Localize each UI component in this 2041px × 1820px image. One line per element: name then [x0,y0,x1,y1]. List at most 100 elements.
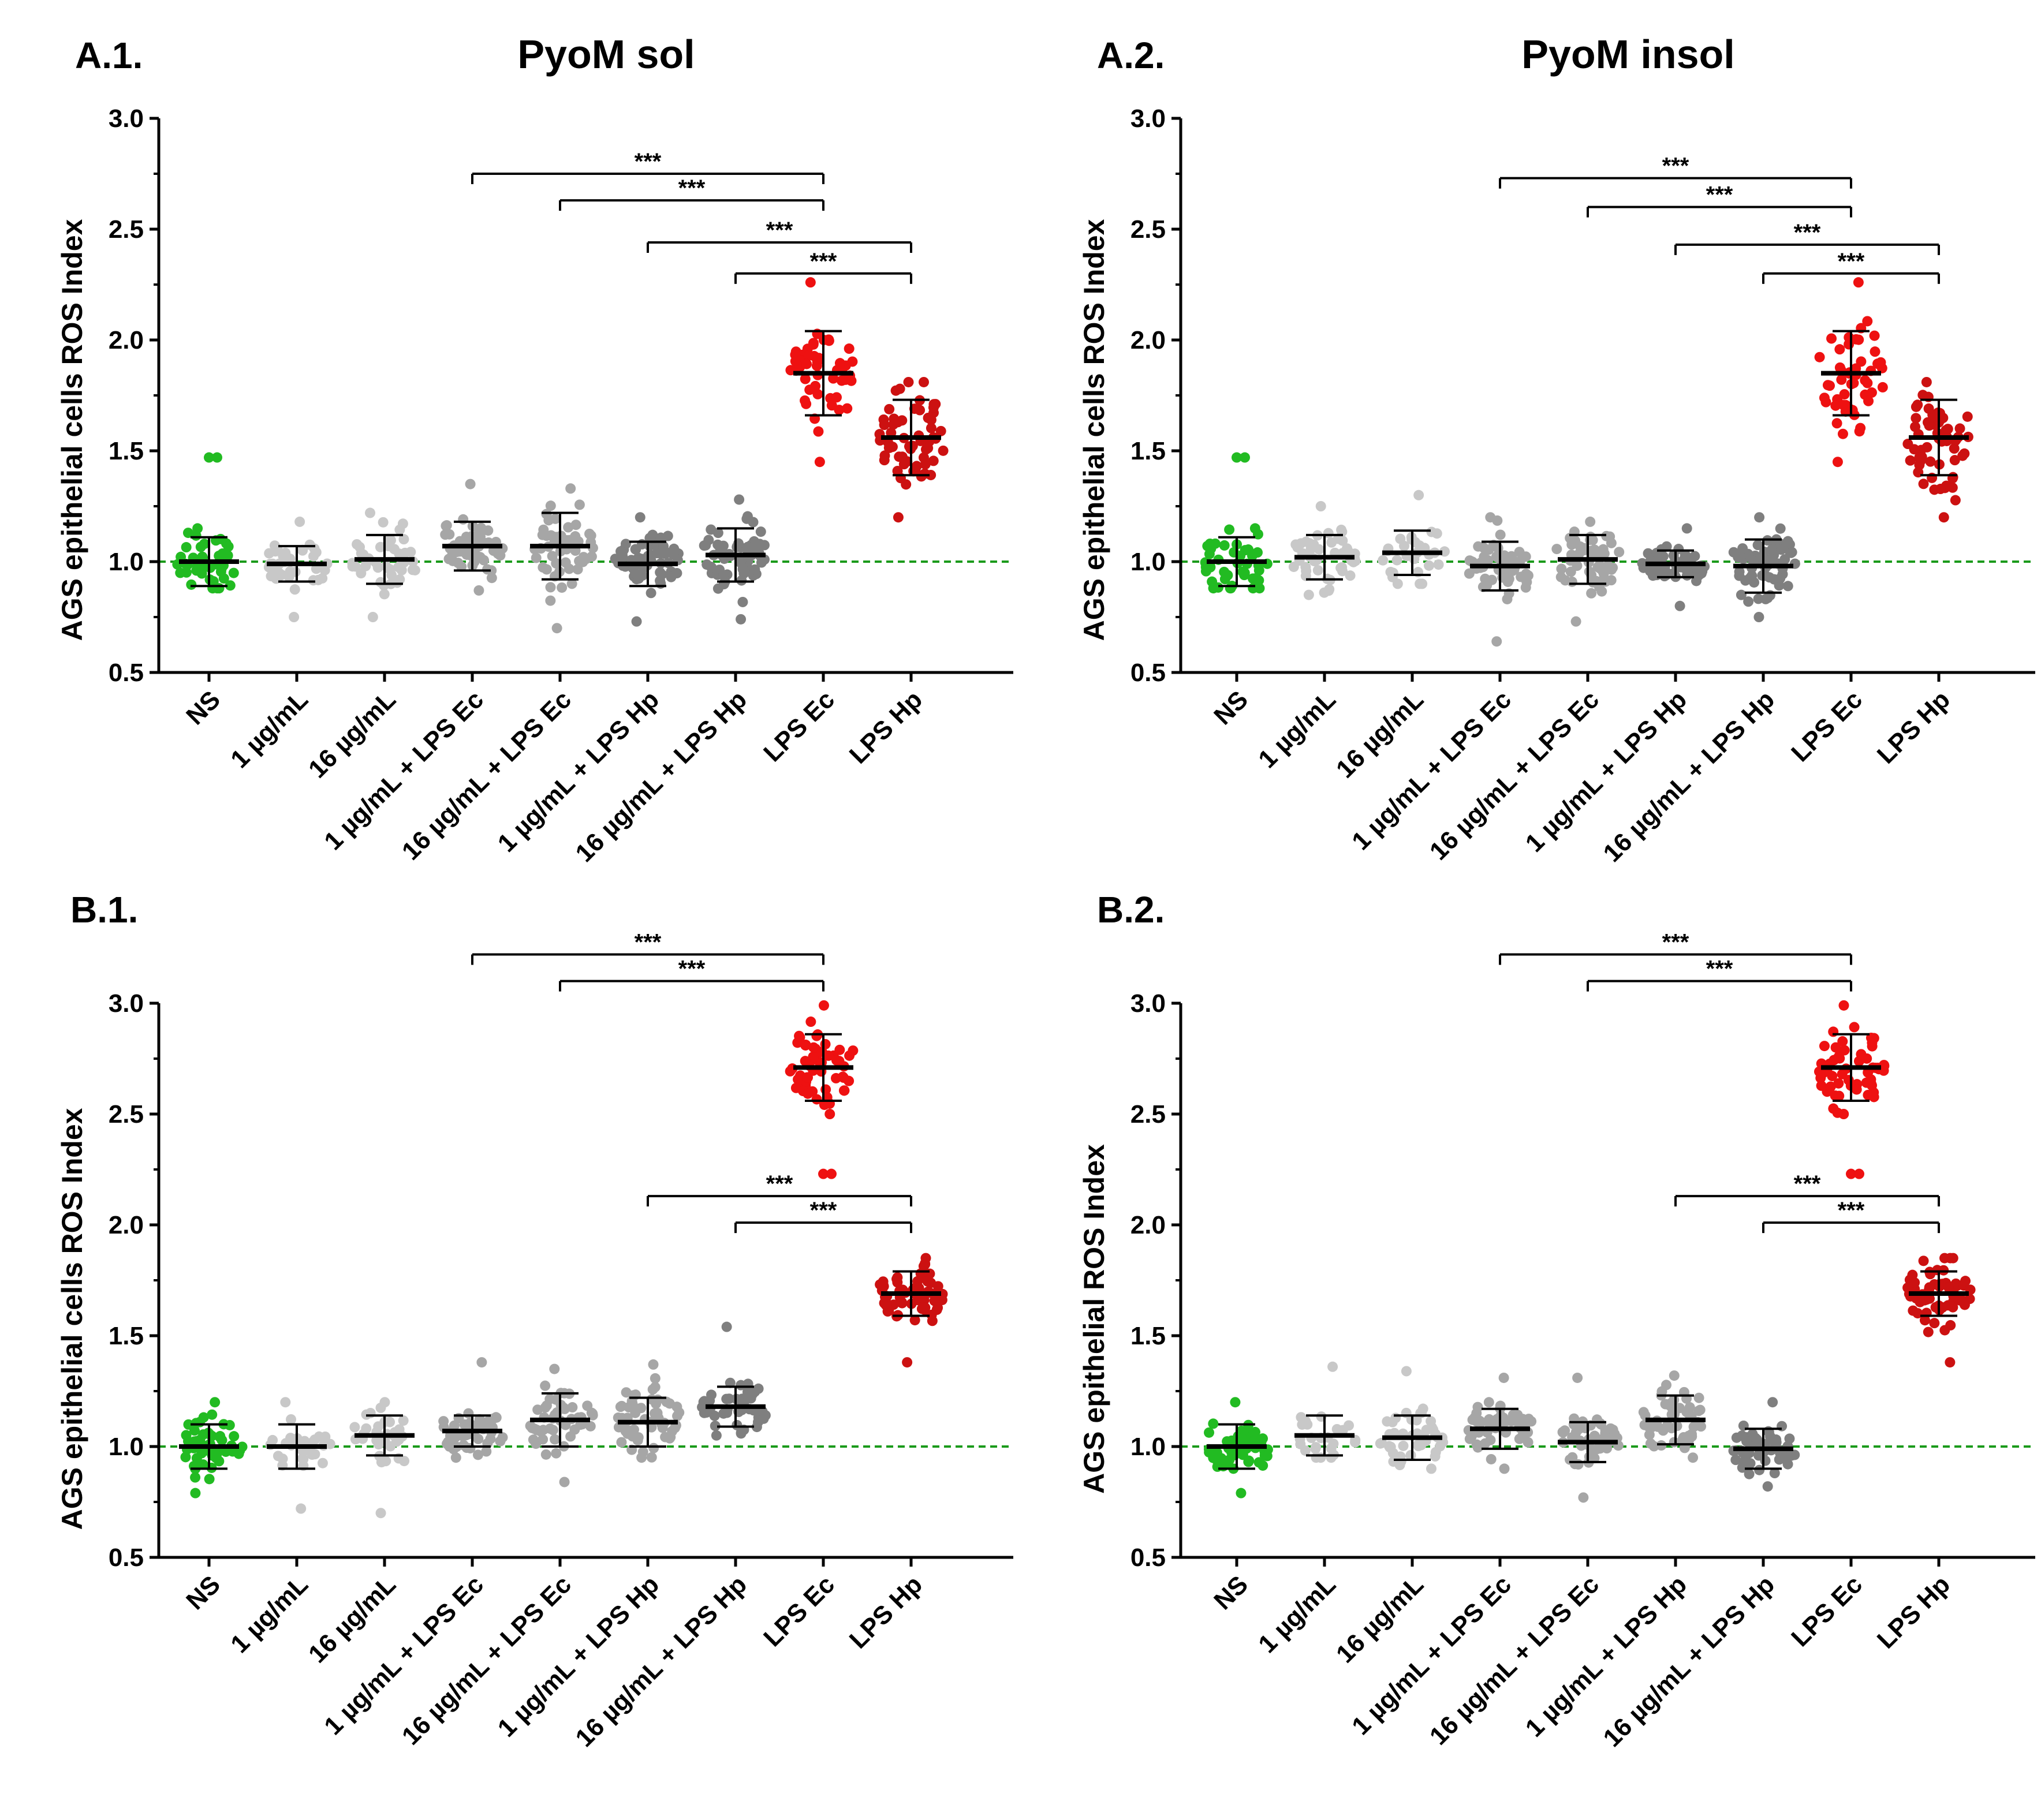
data-point [1596,1419,1607,1430]
data-point [409,565,420,575]
data-point [1662,1420,1673,1431]
data-point [574,499,585,510]
data-group [529,483,598,634]
data-point [1426,1416,1436,1427]
significance-label: *** [678,956,706,982]
y-axis-title: AGS epithelial ROS Index [1078,1144,1110,1494]
data-point [209,1449,220,1460]
data-point [1225,583,1236,594]
data-group [1294,1361,1361,1463]
data-point [1947,482,1958,493]
data-point [570,531,581,542]
y-tick-label: 3.0 [109,989,144,1018]
data-group [1638,1370,1707,1463]
data-point [372,562,383,573]
data-point [882,1306,893,1317]
data-point [1949,443,1960,454]
data-point [1839,1045,1850,1056]
data-point [1559,1425,1570,1436]
data-point [198,1412,209,1423]
data-group [172,452,239,594]
data-group [697,1321,771,1441]
data-point [190,1472,201,1483]
data-point [1938,412,1949,423]
data-group [613,1359,685,1463]
data-point [398,534,409,545]
data-point [1911,413,1921,424]
y-tick-label: 3.0 [1130,989,1166,1018]
data-point [909,1315,920,1326]
data-point [385,1417,395,1427]
data-point [1253,565,1264,576]
data-point [1239,570,1250,581]
data-point [456,561,467,572]
data-point [1572,1372,1583,1383]
data-point [1200,566,1211,577]
data-group [875,1253,948,1368]
data-point [1224,524,1235,535]
data-point [1834,344,1845,355]
data-point [569,1424,580,1435]
data-point [207,1409,218,1420]
data-point [1869,330,1880,341]
data-point [1248,573,1259,584]
data-point [836,375,847,386]
data-point [1344,1420,1355,1431]
data-point [831,392,842,403]
y-tick-label: 0.5 [109,659,144,687]
panel-label: A.1. [75,35,143,76]
data-point [380,560,391,571]
data-point [1929,484,1940,495]
data-point [1523,1437,1533,1448]
data-point [476,1357,487,1368]
data-point [1959,448,1970,459]
data-point [706,1389,717,1400]
data-point [1908,1305,1919,1316]
data-point [844,343,855,354]
data-point [1570,1427,1581,1438]
data-point [1774,1454,1785,1465]
data-group [610,512,684,627]
data-point [1754,1464,1765,1475]
data-point [182,528,193,539]
data-point [699,1396,710,1407]
significance-bracket: *** [1674,1171,1940,1207]
data-point [1681,523,1692,534]
data-point [1856,1049,1867,1060]
data-point [736,614,747,625]
data-point [1784,539,1795,550]
data-point [897,1297,908,1308]
data-point [557,582,568,593]
data-point [394,548,405,559]
data-point [1376,1437,1387,1448]
data-point [1838,399,1849,410]
data-point [800,1040,811,1051]
data-point [824,1109,835,1119]
data-point [656,569,667,580]
data-point [1656,565,1667,575]
data-point [215,1432,226,1443]
data-point [1782,581,1793,592]
data-point [1514,547,1525,558]
data-point [278,550,289,561]
data-point [1680,550,1691,560]
data-point [229,1431,240,1442]
significance-label: *** [1838,1198,1865,1223]
data-point [1382,1416,1393,1427]
data-point [920,1302,931,1313]
data-point [1409,554,1420,565]
y-tick-label: 2.0 [1130,326,1166,354]
data-point [450,1452,461,1463]
data-point [570,520,581,530]
data-group [1200,452,1273,594]
significance-label: *** [1706,182,1733,208]
data-group [1637,523,1710,611]
data-point [814,353,824,364]
data-point [286,1414,297,1425]
significance-bracket: *** [1587,956,1852,992]
data-point [1939,1325,1950,1336]
data-point [747,544,758,555]
data-group [1203,1397,1273,1498]
data-point [1204,538,1215,549]
